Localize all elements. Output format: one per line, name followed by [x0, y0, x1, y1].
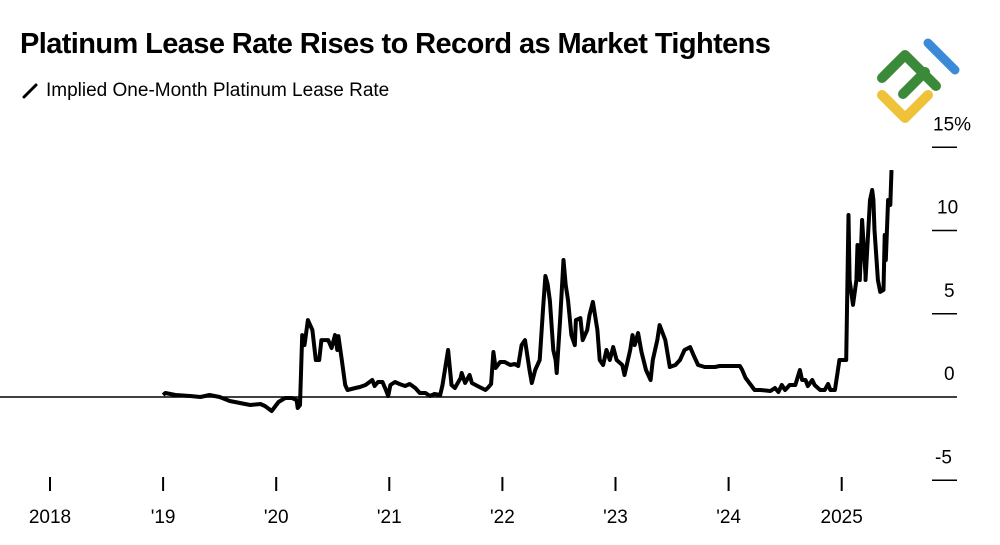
x-tick-label: '22: [490, 507, 515, 528]
x-tick-label: '19: [151, 507, 176, 528]
y-tick-label: 5: [944, 281, 955, 302]
legend-label: Implied One-Month Platinum Lease Rate: [46, 80, 390, 101]
legend: Implied One-Month Platinum Lease Rate: [22, 80, 389, 102]
legend-line-icon: [22, 83, 38, 99]
x-tick-label: '23: [603, 507, 628, 528]
x-tick-label: '24: [716, 507, 741, 528]
logo-yellow-stroke: [877, 90, 933, 123]
y-tick-label: 10: [937, 198, 958, 219]
x-tick-label: 2025: [821, 507, 863, 528]
x-tick-label: 2018: [29, 507, 71, 528]
x-tick-label: '20: [264, 507, 289, 528]
y-tick-label: 15%: [933, 114, 971, 135]
chart-title: Platinum Lease Rate Rises to Record as M…: [20, 28, 771, 60]
brand-logo: [877, 38, 960, 123]
y-tick-label: -5: [935, 447, 952, 468]
x-tick-label: '21: [377, 507, 402, 528]
y-tick-label: 0: [944, 364, 955, 385]
logo-blue-stroke: [923, 38, 960, 75]
series-line-platinum-lease-rate: [161, 170, 894, 413]
